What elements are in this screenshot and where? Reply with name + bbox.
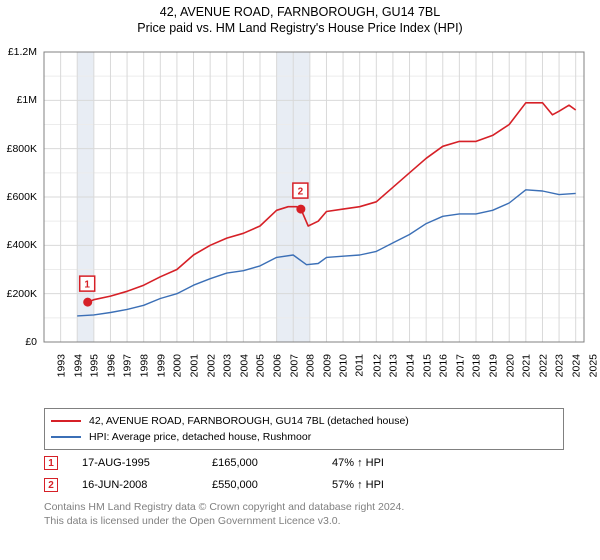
x-tick-label: 2002 xyxy=(205,354,217,377)
x-tick-label: 2007 xyxy=(288,354,300,377)
y-tick-label: £600K xyxy=(0,191,40,203)
x-tick-label: 1999 xyxy=(155,354,167,377)
y-tick-label: £800K xyxy=(0,143,40,155)
legend-label: HPI: Average price, detached house, Rush… xyxy=(89,431,311,443)
x-tick-label: 1995 xyxy=(89,354,101,377)
legend-swatch xyxy=(51,436,81,438)
chart-container: 42, AVENUE ROAD, FARNBOROUGH, GU14 7BL P… xyxy=(0,0,600,560)
y-tick-label: £1.2M xyxy=(0,46,40,58)
x-tick-label: 2017 xyxy=(454,354,466,377)
x-tick-label: 2020 xyxy=(504,354,516,377)
marker-date: 16-JUN-2008 xyxy=(82,479,212,491)
x-tick-label: 1997 xyxy=(122,354,134,377)
x-tick-label: 1993 xyxy=(55,354,67,377)
x-tick-label: 2022 xyxy=(537,354,549,377)
svg-text:2: 2 xyxy=(298,187,304,198)
x-tick-label: 2004 xyxy=(238,354,250,377)
y-tick-label: £200K xyxy=(0,288,40,300)
x-tick-label: 2018 xyxy=(471,354,483,377)
x-tick-label: 2003 xyxy=(222,354,234,377)
x-tick-label: 2012 xyxy=(371,354,383,377)
y-tick-label: £0 xyxy=(0,336,40,348)
marker-pct: 57% ↑ HPI xyxy=(332,479,432,491)
x-tick-label: 2008 xyxy=(305,354,317,377)
x-tick-label: 2016 xyxy=(438,354,450,377)
chart-svg: 12 xyxy=(0,44,600,404)
x-tick-label: 2006 xyxy=(271,354,283,377)
footer: Contains HM Land Registry data © Crown c… xyxy=(44,500,404,528)
x-tick-label: 2013 xyxy=(388,354,400,377)
x-tick-label: 2010 xyxy=(338,354,350,377)
footer-line1: Contains HM Land Registry data © Crown c… xyxy=(44,500,404,514)
chart-area: 12 £0£200K£400K£600K£800K£1M£1.2M 199319… xyxy=(0,44,600,404)
x-tick-label: 2000 xyxy=(172,354,184,377)
marker-table: 1 17-AUG-1995£165,00047% ↑ HPI 2 16-JUN-200… xyxy=(44,452,432,496)
x-tick-label: 2019 xyxy=(487,354,499,377)
title-sub: Price paid vs. HM Land Registry's House … xyxy=(0,20,600,36)
footer-line2: This data is licensed under the Open Gov… xyxy=(44,514,404,528)
legend-label: 42, AVENUE ROAD, FARNBOROUGH, GU14 7BL (… xyxy=(89,415,409,427)
x-tick-label: 2005 xyxy=(255,354,267,377)
x-tick-label: 1994 xyxy=(72,354,84,377)
svg-text:1: 1 xyxy=(84,280,90,291)
x-tick-label: 2001 xyxy=(188,354,200,377)
x-tick-label: 2021 xyxy=(521,354,533,377)
marker-badge: 2 xyxy=(44,478,58,492)
marker-date: 17-AUG-1995 xyxy=(82,457,212,469)
x-tick-label: 2024 xyxy=(570,354,582,377)
marker-price: £165,000 xyxy=(212,457,332,469)
marker-badge: 1 xyxy=(44,456,58,470)
legend-item: HPI: Average price, detached house, Rush… xyxy=(51,429,557,445)
x-tick-label: 1998 xyxy=(138,354,150,377)
x-tick-label: 2025 xyxy=(587,354,599,377)
marker-row: 1 17-AUG-1995£165,00047% ↑ HPI xyxy=(44,452,432,474)
x-tick-label: 2011 xyxy=(354,354,366,377)
marker-row: 2 16-JUN-2008£550,00057% ↑ HPI xyxy=(44,474,432,496)
x-tick-label: 1996 xyxy=(105,354,117,377)
y-tick-label: £1M xyxy=(0,94,40,106)
x-tick-label: 2009 xyxy=(321,354,333,377)
title-block: 42, AVENUE ROAD, FARNBOROUGH, GU14 7BL P… xyxy=(0,0,600,37)
title-main: 42, AVENUE ROAD, FARNBOROUGH, GU14 7BL xyxy=(0,4,600,20)
legend: 42, AVENUE ROAD, FARNBOROUGH, GU14 7BL (… xyxy=(44,408,564,450)
marker-pct: 47% ↑ HPI xyxy=(332,457,432,469)
legend-item: 42, AVENUE ROAD, FARNBOROUGH, GU14 7BL (… xyxy=(51,413,557,429)
x-tick-label: 2015 xyxy=(421,354,433,377)
marker-price: £550,000 xyxy=(212,479,332,491)
y-tick-label: £400K xyxy=(0,239,40,251)
x-tick-label: 2023 xyxy=(554,354,566,377)
x-tick-label: 2014 xyxy=(404,354,416,377)
legend-swatch xyxy=(51,420,81,422)
